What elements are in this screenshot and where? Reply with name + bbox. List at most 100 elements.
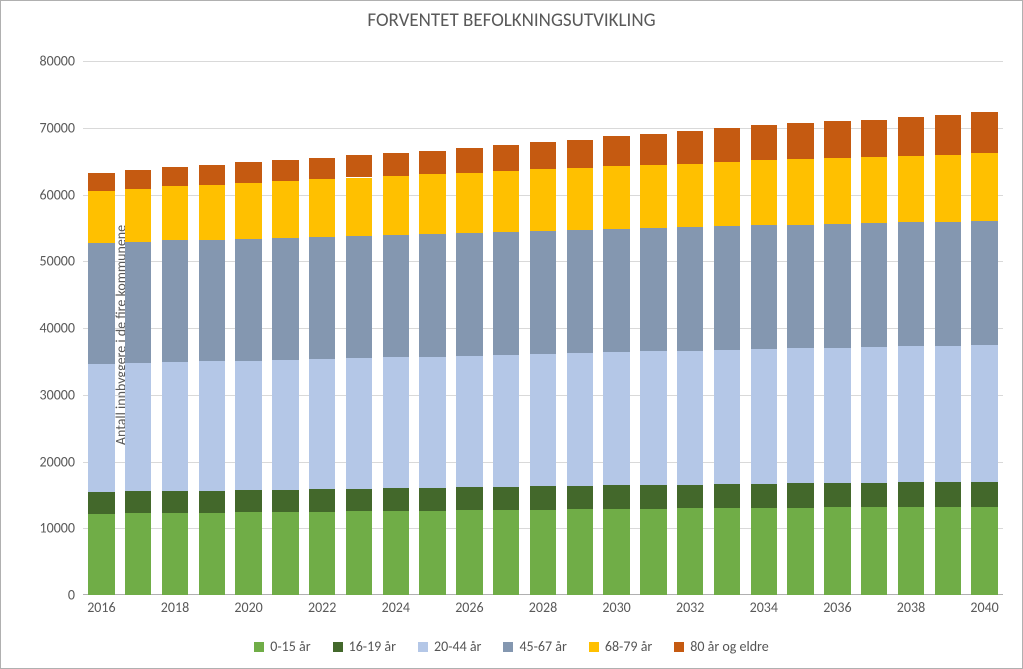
bar-2038: [898, 61, 924, 595]
bar-2040: [971, 61, 997, 595]
segment-16-19-år: [714, 484, 740, 508]
bar-2031: [640, 61, 666, 595]
segment-68-79-år: [272, 181, 298, 238]
segment-45-67-år: [567, 230, 593, 353]
segment-80-år-og-eldre: [383, 153, 409, 176]
segment-68-79-år: [199, 185, 225, 240]
segment-68-79-år: [346, 178, 372, 236]
segment-68-79-år: [125, 189, 151, 242]
segment-68-79-år: [162, 186, 188, 240]
segment-45-67-år: [383, 235, 409, 358]
x-tick-label: 2022: [308, 595, 336, 616]
segment-20-44-år: [383, 357, 409, 488]
segment-16-19-år: [898, 482, 924, 507]
segment-16-19-år: [419, 488, 445, 511]
segment-45-67-år: [493, 232, 519, 355]
x-tick-label: 2030: [602, 595, 630, 616]
segment-20-44-år: [162, 362, 188, 491]
x-tick-label: 2026: [455, 595, 483, 616]
legend-label: 20-44 år: [434, 638, 481, 655]
segment-20-44-år: [898, 346, 924, 482]
bar-2036: [824, 61, 850, 595]
legend-label: 68-79 år: [605, 638, 652, 655]
segment-16-19-år: [456, 487, 482, 510]
segment-16-19-år: [235, 490, 261, 512]
segment-16-19-år: [162, 491, 188, 513]
bar-2018: [162, 61, 188, 595]
y-tick-label: 30000: [40, 386, 83, 403]
segment-80-år-og-eldre: [125, 170, 151, 188]
segment-80-år-og-eldre: [162, 167, 188, 186]
y-tick-label: 20000: [40, 453, 83, 470]
segment-0-15-år: [493, 510, 519, 595]
segment-0-15-år: [162, 513, 188, 595]
segment-16-19-år: [935, 482, 961, 507]
x-tick-label: 2024: [382, 595, 410, 616]
segment-16-19-år: [603, 485, 629, 509]
legend-item: 16-19 år: [333, 638, 396, 655]
segment-68-79-år: [861, 157, 887, 223]
bar-2023: [346, 61, 372, 595]
y-tick-label: 80000: [40, 53, 83, 70]
segment-68-79-år: [935, 155, 961, 222]
legend-swatch: [418, 642, 428, 652]
x-tick-label: 2032: [676, 595, 704, 616]
bar-2032: [677, 61, 703, 595]
segment-80-år-og-eldre: [456, 148, 482, 173]
segment-16-19-år: [567, 486, 593, 509]
segment-20-44-år: [235, 361, 261, 490]
segment-68-79-år: [309, 179, 335, 236]
segment-45-67-år: [898, 222, 924, 346]
y-tick-label: 60000: [40, 186, 83, 203]
bar-2034: [751, 61, 777, 595]
bar-2039: [935, 61, 961, 595]
segment-20-44-år: [971, 345, 997, 482]
bar-2019: [199, 61, 225, 595]
legend-item: 68-79 år: [589, 638, 652, 655]
segment-16-19-år: [824, 483, 850, 507]
segment-20-44-år: [493, 355, 519, 487]
segment-20-44-år: [309, 359, 335, 489]
segment-16-19-år: [971, 482, 997, 507]
legend-swatch: [254, 642, 264, 652]
legend-label: 0-15 år: [270, 638, 310, 655]
segment-0-15-år: [272, 512, 298, 595]
segment-0-15-år: [714, 508, 740, 595]
segment-0-15-år: [935, 507, 961, 595]
segment-45-67-år: [530, 231, 556, 354]
bar-2029: [567, 61, 593, 595]
segment-45-67-år: [272, 238, 298, 360]
segment-80-år-og-eldre: [935, 115, 961, 155]
x-tick-label: 2016: [87, 595, 115, 616]
segment-80-år-og-eldre: [199, 165, 225, 184]
segment-0-15-år: [971, 507, 997, 595]
segment-80-år-og-eldre: [677, 131, 703, 164]
segment-80-år-og-eldre: [787, 123, 813, 159]
segment-16-19-år: [383, 488, 409, 511]
segment-20-44-år: [787, 348, 813, 483]
segment-68-79-år: [898, 156, 924, 222]
segment-80-år-og-eldre: [235, 162, 261, 182]
segment-20-44-år: [88, 364, 114, 491]
segment-0-15-år: [235, 512, 261, 595]
x-tick-label: 2036: [823, 595, 851, 616]
segment-68-79-år: [640, 165, 666, 228]
segment-16-19-år: [309, 489, 335, 511]
segment-20-44-år: [199, 361, 225, 490]
segment-80-år-og-eldre: [272, 160, 298, 181]
segment-68-79-år: [971, 153, 997, 220]
segment-0-15-år: [125, 513, 151, 595]
segment-45-67-år: [935, 222, 961, 346]
segment-68-79-år: [714, 162, 740, 226]
segment-80-år-og-eldre: [824, 121, 850, 158]
segment-45-67-år: [309, 237, 335, 359]
segment-68-79-år: [751, 160, 777, 225]
x-tick-label: 2020: [234, 595, 262, 616]
segment-80-år-og-eldre: [751, 125, 777, 160]
segment-0-15-år: [346, 511, 372, 595]
bar-2024: [383, 61, 409, 595]
segment-45-67-år: [235, 239, 261, 361]
segment-45-67-år: [125, 242, 151, 363]
segment-80-år-og-eldre: [530, 142, 556, 169]
segment-68-79-år: [383, 176, 409, 235]
